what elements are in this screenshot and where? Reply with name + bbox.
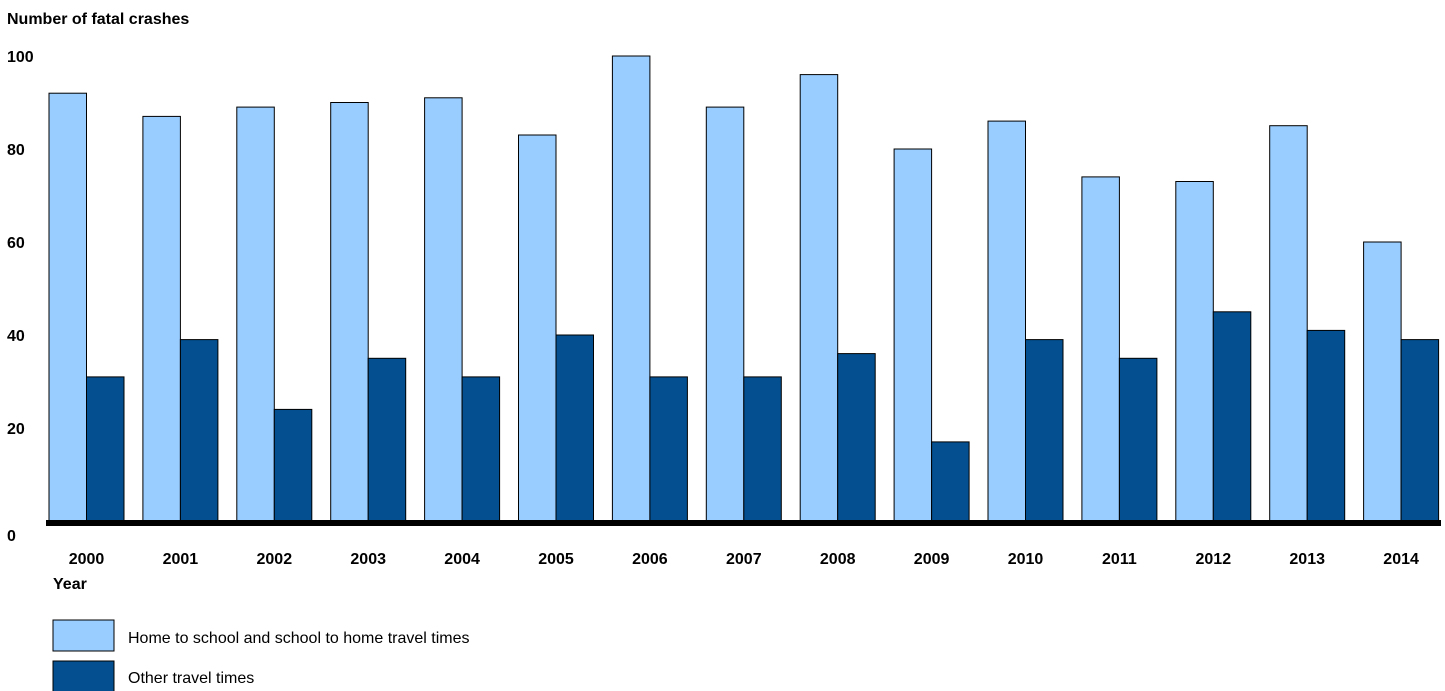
bar-school-travel [236, 106, 275, 522]
bar-school-travel [799, 74, 839, 522]
bar-other-travel [86, 376, 125, 522]
x-tick-label: 2006 [632, 551, 668, 568]
x-tick-label: 2010 [1008, 551, 1044, 568]
x-tick-label: 2000 [69, 551, 105, 568]
x-axis-ticks: 2000 2001 2002 2003 2004 2005 2006 2007 2008 2009… [69, 551, 1419, 568]
bar-other-travel [649, 376, 688, 522]
x-tick-label: 2008 [820, 551, 856, 568]
y-tick-label: 100 [7, 49, 34, 66]
x-tick-label: 2002 [257, 551, 293, 568]
bar-other-travel [931, 441, 970, 522]
bar-other-travel [461, 376, 501, 522]
bar-other-travel [1025, 339, 1064, 522]
y-axis-title: Number of fatal crashes [7, 11, 189, 28]
y-tick-label: 80 [7, 142, 25, 159]
bar-other-travel [1306, 329, 1346, 522]
bar-other-travel [1212, 311, 1252, 522]
x-tick-label: 2003 [350, 551, 386, 568]
bar-school-travel [48, 92, 87, 522]
x-tick-label: 2011 [1102, 551, 1137, 568]
x-tick-label: 2004 [444, 551, 480, 568]
bar-school-travel [142, 115, 181, 522]
x-tick-label: 2009 [914, 551, 950, 568]
bar-school-travel [987, 120, 1026, 522]
y-tick-label: 40 [7, 328, 25, 345]
y-axis-ticks: 0 20 40 60 80 100 [7, 49, 34, 545]
bar-school-travel [330, 102, 369, 522]
bar-school-travel [1175, 181, 1214, 522]
legend-label-school: Home to school and school to home travel… [128, 630, 470, 647]
x-tick-label: 2012 [1196, 551, 1232, 568]
bar-other-travel [1118, 357, 1158, 522]
legend-label-other: Other travel times [128, 670, 254, 687]
bar-school-travel [893, 148, 933, 522]
x-axis-baseline [46, 520, 1441, 526]
y-tick-label: 20 [7, 421, 25, 438]
bar-school-travel [1363, 241, 1402, 522]
y-tick-label: 60 [7, 235, 25, 252]
bar-other-travel [743, 376, 782, 522]
x-tick-label: 2014 [1383, 551, 1419, 568]
x-tick-label: 2013 [1289, 551, 1325, 568]
bar-school-travel [518, 134, 557, 522]
bar-other-travel [555, 334, 594, 522]
legend-swatch-school [52, 619, 115, 652]
x-axis-title: Year [53, 576, 87, 593]
bar-school-travel [705, 106, 745, 522]
bar-school-travel [1081, 176, 1120, 522]
bar-school-travel [424, 97, 463, 522]
bar-other-travel [1400, 339, 1440, 522]
bar-other-travel [367, 357, 407, 522]
bar-other-travel [179, 339, 219, 522]
x-tick-label: 2005 [538, 551, 574, 568]
x-tick-label: 2001 [163, 551, 199, 568]
legend-swatch-other [52, 660, 115, 691]
x-tick-label: 2007 [726, 551, 762, 568]
bar-school-travel [1269, 125, 1308, 522]
legend: Home to school and school to home travel… [52, 619, 470, 691]
bar-other-travel [837, 353, 876, 522]
bars-group [48, 55, 1440, 522]
y-tick-label: 0 [7, 528, 16, 545]
bar-other-travel [273, 408, 313, 522]
bar-school-travel [611, 55, 651, 522]
